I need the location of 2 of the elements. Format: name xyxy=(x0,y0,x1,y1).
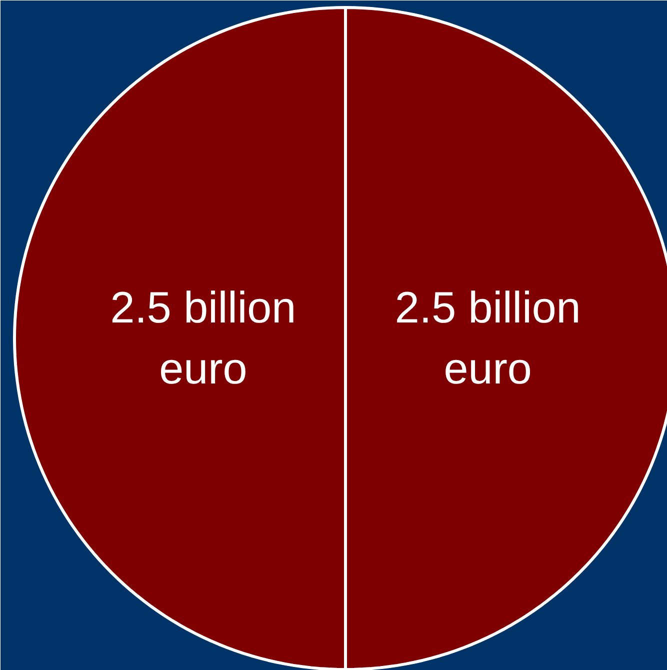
data-label: 2.5 billion euro xyxy=(110,283,296,394)
data-label: 2.5 billion euro xyxy=(394,283,581,394)
